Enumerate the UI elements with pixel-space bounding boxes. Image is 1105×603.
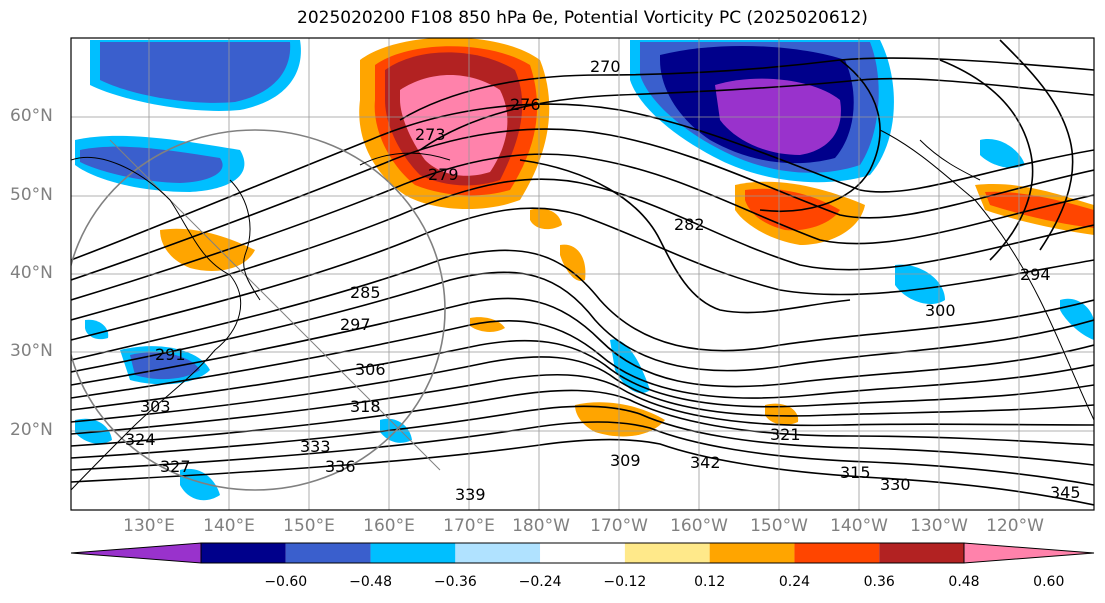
colorbar-tick-label: −0.24: [518, 574, 562, 590]
colorbar-extend-min: [70, 542, 202, 564]
colorbar-tick-label: 0.36: [863, 574, 895, 590]
contour-label: 300: [925, 301, 956, 320]
colorbar-extend-max: [963, 542, 1095, 564]
colorbar-segment: [624, 543, 710, 563]
colorbar-segment: [285, 543, 371, 563]
coastlines: [71, 129, 1094, 491]
contour-label: 315: [840, 463, 871, 482]
lat-label-60n: 60°N: [10, 106, 53, 126]
colorbar-segment: [879, 543, 964, 563]
contour-label: 276: [510, 95, 541, 114]
lat-label-40n: 40°N: [10, 263, 53, 283]
pv-positive-anomalies: [160, 38, 1094, 437]
lon-label-170e: 170°E: [443, 516, 495, 536]
contour-label: 333: [300, 437, 331, 456]
contour-label: 285: [350, 283, 381, 302]
colorbar-tick-label: 0.12: [694, 574, 726, 590]
theta-e-contours: [71, 39, 1094, 506]
colorbar-tick-label: 0.48: [948, 574, 980, 590]
contour-label: 345: [1050, 483, 1081, 502]
lat-label-20n: 20°N: [10, 420, 53, 440]
contour-label: 303: [140, 397, 171, 416]
lon-label-140e: 140°E: [203, 516, 255, 536]
colorbar-tick-label: 0.60: [1033, 574, 1065, 590]
contour-label: 342: [690, 453, 721, 472]
colorbar-segment: [201, 543, 286, 563]
colorbar-frame: [200, 542, 965, 564]
contour-label: 321: [770, 425, 801, 444]
map-title: 2025020200 F108 850 hPa θe, Potential Vo…: [297, 8, 868, 28]
colorbar-tick-label: 0.24: [778, 574, 811, 590]
contour-label: 297: [340, 315, 371, 334]
lon-label-140w: 140°W: [830, 516, 888, 536]
lon-label-160w: 160°W: [670, 516, 728, 536]
contour-label: 327: [160, 457, 191, 476]
colorbar-tick-label: −0.48: [349, 574, 392, 590]
contour-label: 324: [125, 430, 156, 449]
colorbar-segment: [370, 543, 456, 563]
lat-label-30n: 30°N: [10, 341, 53, 361]
lon-label-170w: 170°W: [590, 516, 648, 536]
contour-label: 282: [674, 215, 705, 234]
lon-label-160e: 160°E: [363, 516, 415, 536]
contour-label: 336: [325, 457, 356, 476]
lon-label-180w: 180°W: [512, 516, 570, 536]
colorbar-segment: [709, 543, 795, 563]
colorbar-segment: [540, 543, 625, 563]
colorbar-segment: [794, 543, 880, 563]
contour-label: 318: [350, 397, 381, 416]
colorbar-segment: [455, 543, 541, 563]
pv-negative-anomalies: [75, 40, 1094, 501]
lat-label-50n: 50°N: [10, 185, 53, 205]
colorbar-tick-label: −0.12: [603, 574, 647, 590]
contour-label: 306: [355, 360, 386, 379]
colorbar: [70, 542, 1095, 564]
lon-label-130e: 130°E: [123, 516, 175, 536]
lon-label-120w: 120°W: [986, 516, 1044, 536]
contour-label: 339: [455, 485, 486, 504]
contour-label: 270: [590, 57, 621, 76]
contour-label: 294: [1020, 265, 1051, 284]
lon-label-150w: 150°W: [750, 516, 808, 536]
colorbar-tick-label: −0.60: [264, 574, 308, 590]
lon-label-150e: 150°E: [283, 516, 335, 536]
lon-label-130w: 130°W: [910, 516, 968, 536]
contour-label: 279: [428, 165, 459, 184]
contour-labels: 270 273 276 279 282 285 291 294 297 300 303 306 309 3…: [125, 57, 1081, 504]
contour-label: 330: [880, 475, 911, 494]
colorbar-tick-label: −0.36: [433, 574, 477, 590]
contour-label: 273: [415, 125, 446, 144]
contour-label: 309: [610, 451, 641, 470]
contour-label: 291: [155, 345, 186, 364]
